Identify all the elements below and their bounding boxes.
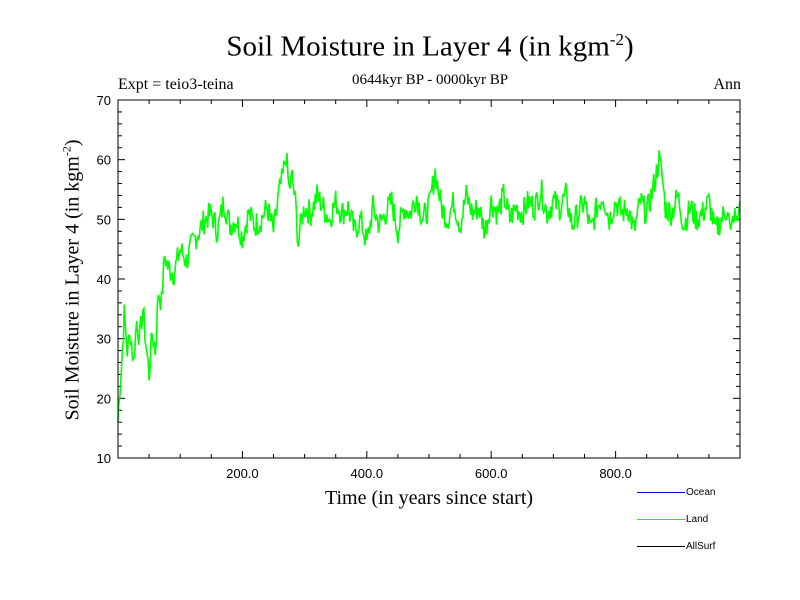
axis-ticks: 200.0 400.0 600.0 800.0 10 20 30 40 50 60 70 <box>97 93 740 481</box>
legend-label-ocean: Ocean <box>686 487 716 498</box>
season-label: Ann <box>713 76 741 93</box>
legend-label-land: Land <box>686 514 709 525</box>
y-tick-label: 10 <box>97 451 111 466</box>
legend-swatch-ocean <box>637 492 685 493</box>
x-tick-label: 800.0 <box>599 466 632 481</box>
chart-subtitle: 0644kyr BP - 0000kyr BP <box>351 72 509 88</box>
x-tick-label: 400.0 <box>351 466 384 481</box>
experiment-label: Expt = teio3-teina <box>118 76 234 93</box>
x-tick-label: 600.0 <box>475 466 508 481</box>
legend-swatch-allsurf <box>637 546 685 547</box>
legend-label-allsurf: AllSurf <box>686 541 716 552</box>
series-line-land <box>117 150 741 423</box>
y-tick-label: 50 <box>97 212 111 227</box>
legend-swatch-land <box>637 519 685 520</box>
x-axis-label: Time (in years since start) <box>324 487 534 509</box>
y-tick-label: 60 <box>97 153 111 168</box>
y-axis-label: Soil Moisture in Layer 4 (in kgm-2) <box>59 139 84 421</box>
y-tick-label: 40 <box>97 272 111 287</box>
y-tick-label: 70 <box>97 93 111 108</box>
x-tick-label: 200.0 <box>226 466 259 481</box>
plot-frame <box>117 99 741 459</box>
y-tick-label: 20 <box>97 391 111 406</box>
chart-title: Soil Moisture in Layer 4 (in kgm-2) <box>226 30 634 63</box>
y-tick-label: 30 <box>97 332 111 347</box>
